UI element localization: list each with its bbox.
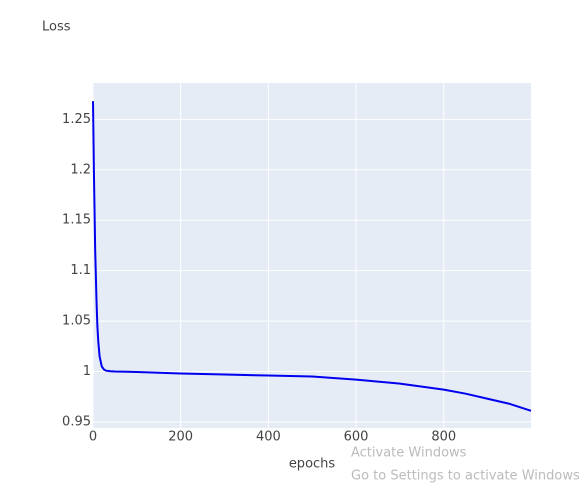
y-tick-label: 1.2: [70, 162, 91, 177]
y-tick-label: 1.25: [62, 112, 91, 127]
watermark-title: Activate Windows: [351, 446, 467, 461]
x-tick-label: 400: [256, 430, 281, 445]
y-tick-label: 0.95: [62, 414, 91, 429]
x-axis-label: epochs: [289, 457, 336, 472]
x-tick-label: 200: [168, 430, 193, 445]
watermark-subtitle: Go to Settings to activate Windows.: [351, 469, 581, 484]
y-tick-label: 1.05: [62, 314, 91, 329]
y-tick-label: 1: [83, 364, 91, 379]
x-tick-label: 0: [89, 430, 97, 445]
y-tick-label: 1.1: [70, 263, 91, 278]
chart-title: Loss: [42, 20, 71, 35]
line: [92, 101, 532, 412]
y-tick-label: 1.15: [62, 213, 91, 228]
plot-area: [93, 83, 531, 428]
x-tick-label: 600: [344, 430, 369, 445]
x-tick-label: 800: [431, 430, 456, 445]
